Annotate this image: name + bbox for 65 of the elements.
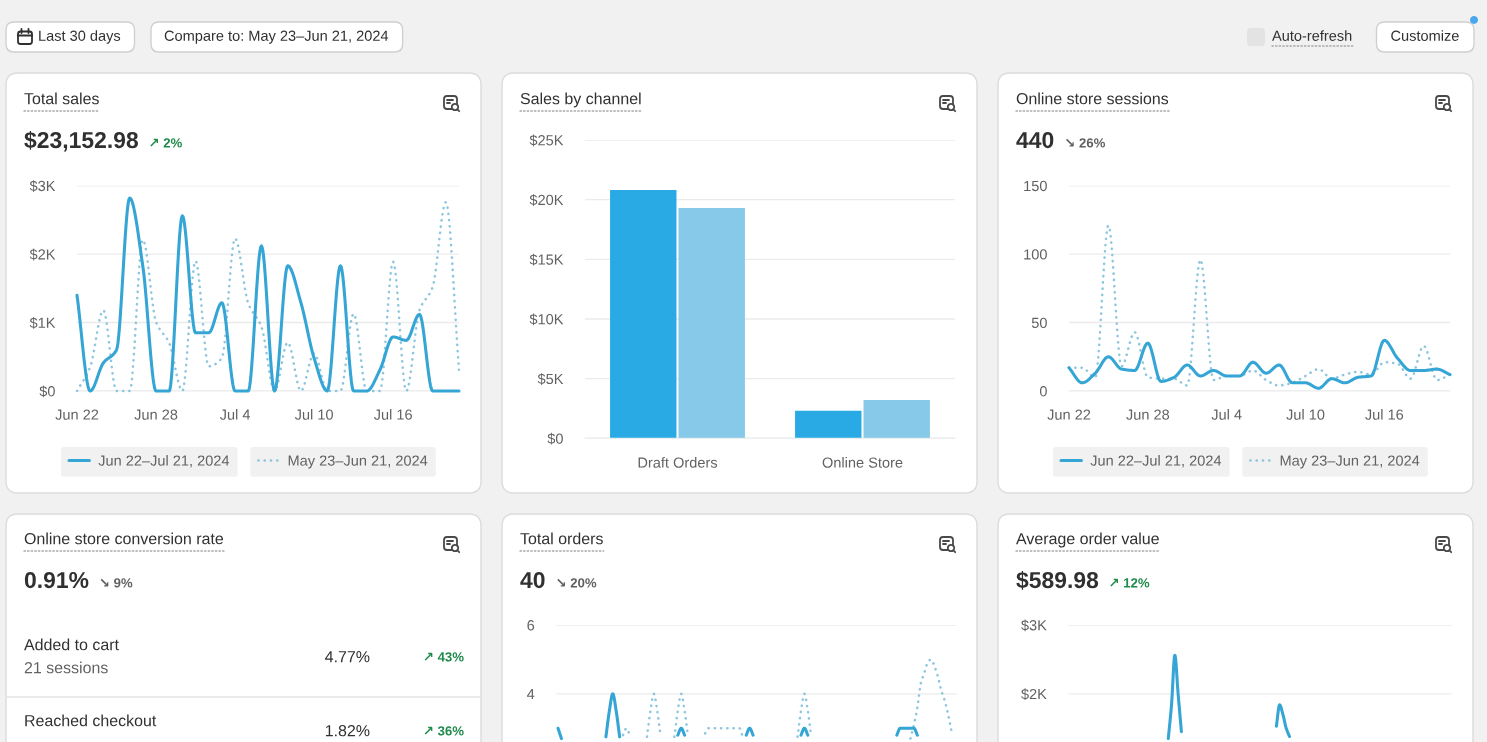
y-tick-label: 100	[1024, 249, 1047, 260]
y-tick-label: $0	[547, 432, 563, 445]
chart-title: Total orders	[520, 532, 603, 545]
text: 21 sessions	[24, 661, 108, 674]
y-tick-label: 6	[527, 620, 535, 631]
y-tick-label: $15K	[529, 253, 564, 266]
x-tick-label: Jun 22	[55, 409, 99, 420]
text: ↗ 36%	[424, 726, 464, 736]
text: ↗ 2%	[150, 138, 182, 148]
bar	[795, 410, 862, 439]
text: ↗ 12%	[1110, 578, 1150, 588]
legend-label: Jun 22–Jul 21, 2024	[1090, 455, 1222, 468]
legend-label: Jun 22–Jul 21, 2024	[98, 455, 230, 468]
bar	[678, 208, 745, 439]
text: 0.91%	[24, 571, 89, 589]
x-tick-label: Draft Orders	[638, 457, 718, 468]
y-tick-label: 150	[1024, 180, 1047, 192]
y-tick-label: $3K	[29, 180, 56, 192]
legend-label: May 23–Jun 21, 2024	[288, 455, 428, 469]
y-tick-label: $2K	[1021, 688, 1047, 701]
text: Compare to: May 23–Jun 21, 2024	[164, 30, 389, 44]
text: Auto-refresh	[1272, 30, 1352, 41]
text: 4.77%	[325, 651, 370, 663]
text: Online store conversion rate	[24, 532, 224, 545]
x-tick-label: Jun 28	[1126, 409, 1170, 420]
bar	[610, 190, 677, 439]
chart-subtitle: $589.98	[1016, 570, 1099, 590]
text: Added to cart	[24, 638, 119, 651]
x-tick-label: Online Store	[822, 457, 903, 468]
x-tick-label: Jul 4	[219, 409, 251, 420]
x-tick-label: Jul 16	[373, 409, 412, 420]
x-tick-label: Jun 28	[134, 409, 178, 420]
y-tick-label: $2K	[29, 248, 56, 261]
bar	[863, 400, 930, 439]
chart-title: Total sales	[24, 92, 99, 105]
text: ↘ 9%	[100, 578, 133, 588]
y-tick-label: $1K	[29, 317, 56, 329]
text: Reached checkout	[25, 714, 157, 727]
x-tick-label: Jul 10	[294, 409, 333, 420]
y-tick-label: 0	[1039, 386, 1047, 397]
legend-label: May 23–Jun 21, 2024	[1280, 455, 1420, 469]
y-tick-label: $0	[39, 385, 55, 398]
x-tick-label: Jul 10	[1286, 409, 1325, 420]
y-tick-label: 4	[527, 689, 535, 700]
text: ↘ 20%	[557, 578, 597, 588]
chart-subtitle: 40	[520, 571, 545, 589]
y-tick-label: $3K	[1021, 619, 1047, 632]
y-tick-label: $25K	[529, 134, 564, 147]
chart-title: Average order value	[1016, 532, 1159, 548]
text: ↗ 43%	[424, 652, 464, 662]
text: ↘ 26%	[1066, 138, 1106, 148]
x-tick-label: Jun 22	[1047, 409, 1091, 420]
chart-subtitle: 440	[1016, 131, 1054, 149]
y-tick-label: $10K	[529, 313, 564, 326]
chart-title: Sales by channel	[520, 92, 641, 108]
x-tick-label: Jul 16	[1365, 409, 1404, 420]
text: Customize	[1391, 30, 1459, 41]
y-tick-label: 50	[1031, 317, 1047, 328]
chart-title: Online store sessions	[1016, 92, 1169, 105]
text: 1.82%	[325, 724, 370, 737]
chart-subtitle: $23,152.98	[24, 130, 138, 152]
y-tick-label: $20K	[529, 194, 564, 206]
text: Last 30 days	[39, 30, 121, 44]
x-tick-label: Jul 4	[1211, 409, 1242, 420]
y-tick-label: $5K	[537, 373, 564, 385]
